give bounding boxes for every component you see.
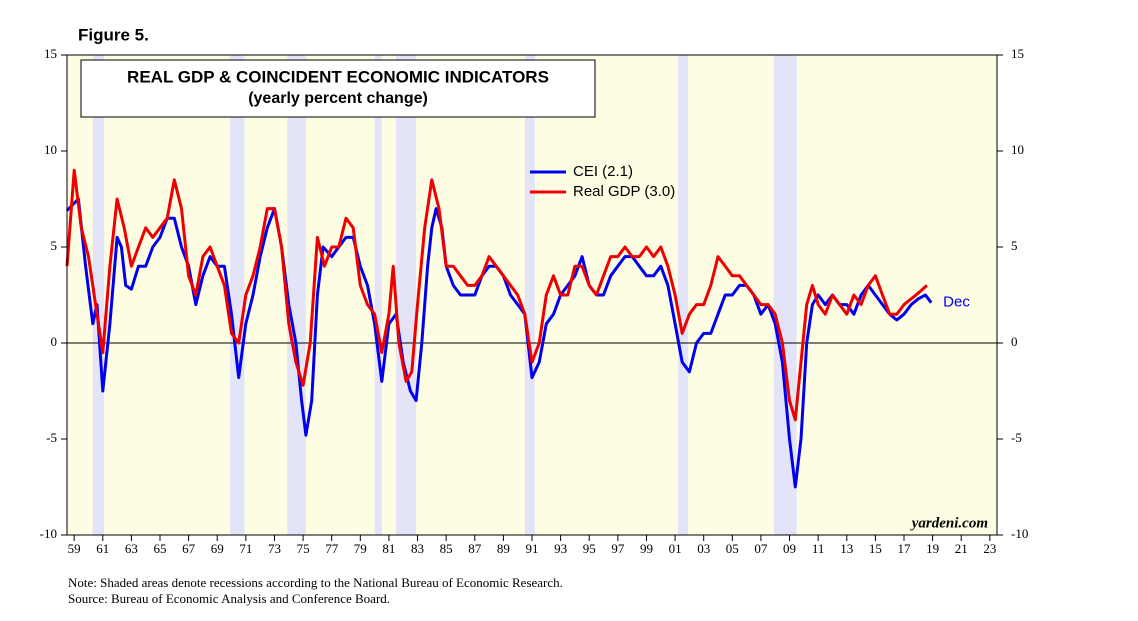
y-tick-label: 10 — [44, 142, 57, 157]
x-tick-label: 81 — [382, 541, 395, 556]
y-tick-label: -5 — [46, 430, 57, 445]
series-line — [65, 168, 928, 422]
x-tick-label: 89 — [497, 541, 510, 556]
y-tick-label: 5 — [1011, 238, 1018, 253]
y-tick-label: 10 — [1011, 142, 1024, 157]
series-line — [65, 197, 933, 489]
x-tick-label: 97 — [611, 541, 625, 556]
x-tick-label: 19 — [926, 541, 939, 556]
x-tick-label: 03 — [697, 541, 710, 556]
x-tick-label: 21 — [955, 541, 968, 556]
y-tick-label: -10 — [1011, 526, 1028, 541]
chart-subtitle: (yearly percent change) — [248, 90, 428, 107]
recession-band — [374, 55, 382, 535]
recession-band — [396, 55, 417, 535]
x-tick-label: 13 — [840, 541, 853, 556]
y-tick-label: 0 — [1011, 334, 1018, 349]
y-tick-label: -10 — [40, 526, 57, 541]
note: Note: Shaded areas denote recessions acc… — [68, 575, 563, 590]
y-tick-label: -5 — [1011, 430, 1022, 445]
x-tick-label: 73 — [268, 541, 281, 556]
x-tick-label: 93 — [554, 541, 567, 556]
x-tick-label: 09 — [783, 541, 796, 556]
recession-band — [230, 55, 245, 535]
x-tick-label: 15 — [869, 541, 882, 556]
x-tick-label: 71 — [239, 541, 252, 556]
x-tick-label: 17 — [898, 541, 912, 556]
x-tick-label: 23 — [983, 541, 996, 556]
x-tick-label: 79 — [354, 541, 367, 556]
title-box — [80, 59, 596, 118]
chart-title: REAL GDP & COINCIDENT ECONOMIC INDICATOR… — [127, 67, 549, 86]
note: Source: Bureau of Economic Analysis and … — [68, 591, 390, 606]
x-tick-label: 77 — [325, 541, 339, 556]
legend-label: CEI (2.1) — [573, 163, 633, 180]
x-tick-label: 63 — [125, 541, 138, 556]
x-tick-label: 67 — [182, 541, 196, 556]
x-tick-label: 91 — [526, 541, 539, 556]
x-tick-label: 61 — [96, 541, 109, 556]
x-tick-label: 69 — [211, 541, 224, 556]
figure-label: Figure 5. — [78, 25, 149, 44]
legend-label: Real GDP (3.0) — [573, 183, 675, 200]
x-tick-label: 95 — [583, 541, 596, 556]
x-tick-label: 87 — [468, 541, 482, 556]
x-tick-label: 83 — [411, 541, 424, 556]
x-tick-label: 05 — [726, 541, 739, 556]
x-tick-label: 75 — [297, 541, 310, 556]
y-tick-label: 5 — [51, 238, 58, 253]
recession-band — [773, 55, 797, 535]
x-tick-label: 11 — [812, 541, 825, 556]
recession-band — [92, 55, 105, 535]
annotation: Dec — [943, 294, 970, 311]
x-tick-label: 85 — [440, 541, 453, 556]
x-tick-label: 99 — [640, 541, 653, 556]
plot-frame — [66, 54, 998, 536]
x-tick-label: 07 — [754, 541, 768, 556]
watermark: yardeni.com — [910, 515, 988, 531]
y-tick-label: 15 — [1011, 46, 1024, 61]
recession-band — [677, 55, 688, 535]
y-tick-label: 15 — [44, 46, 57, 61]
x-tick-label: 65 — [154, 541, 167, 556]
recession-band — [287, 55, 306, 535]
recession-band — [524, 55, 535, 535]
x-tick-label: 59 — [68, 541, 81, 556]
y-tick-label: 0 — [51, 334, 58, 349]
x-tick-label: 01 — [669, 541, 682, 556]
